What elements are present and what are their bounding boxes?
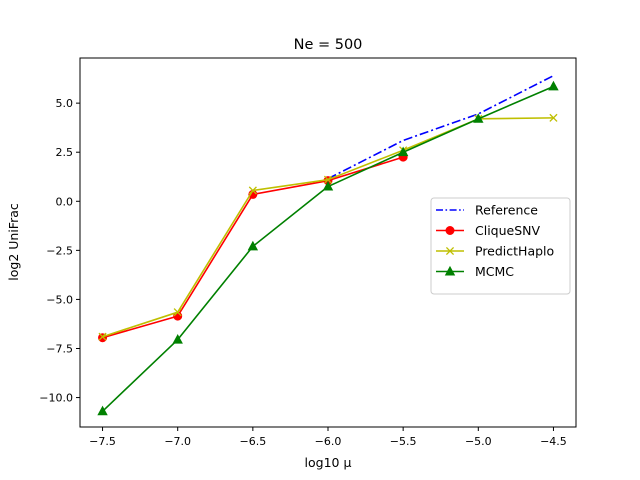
data-point-mcmc	[247, 240, 259, 251]
x-tick-label: −4.5	[540, 435, 567, 448]
y-tick-label: −7.5	[46, 342, 73, 355]
data-point-mcmc	[97, 405, 108, 416]
data-point-predicthaplo	[323, 175, 333, 184]
plot-area	[97, 74, 559, 416]
legend-marker-predicthaplo-stroke-b	[445, 246, 455, 256]
data-point-predicthaplo-stroke-b	[549, 113, 558, 122]
x-tick-label: −5.5	[390, 435, 417, 448]
y-tick-label: −2.5	[46, 244, 73, 257]
legend-marker-cliquesnv	[445, 226, 455, 235]
data-point-mcmc	[172, 334, 183, 344]
x-tick-label: −7.5	[89, 435, 116, 448]
data-point-predicthaplo-stroke-b	[248, 186, 257, 195]
series-line-reference	[327, 74, 554, 180]
y-axis-label: log2 UniFrac	[6, 203, 21, 281]
legend-label-cliquesnv: CliqueSNV	[475, 223, 541, 238]
data-point-cliquesnv	[98, 333, 108, 343]
plot-frame	[79, 57, 577, 428]
data-point-predicthaplo-stroke-b	[323, 175, 333, 184]
series-mcmc	[97, 80, 559, 416]
series-reference	[327, 74, 554, 180]
y-tick-label: −5.0	[46, 293, 73, 306]
y-tick-label: 5.0	[56, 97, 74, 110]
y-tick-label: 2.5	[56, 146, 74, 159]
data-point-mcmc	[397, 146, 409, 157]
y-tick-label: 0.0	[56, 195, 74, 208]
legend-label-reference: Reference	[475, 203, 538, 218]
legend-label-mcmc: MCMC	[475, 264, 514, 279]
data-point-mcmc	[473, 113, 484, 123]
legend-item-cliquesnv: CliqueSNV	[436, 223, 541, 238]
data-point-predicthaplo	[173, 308, 182, 317]
chart-title: Ne = 500	[294, 37, 363, 53]
legend-item-reference: Reference	[436, 203, 538, 218]
data-point-mcmc	[548, 80, 559, 91]
y-axis-ticks: −10.0 −7.5 −5.0 −2.5 0.0 2.5 5.0	[39, 97, 80, 405]
legend-marker-predicthaplo	[445, 246, 455, 256]
data-point-predicthaplo-stroke-b	[98, 332, 107, 341]
x-tick-label: −5.0	[465, 435, 492, 448]
data-point-predicthaplo	[248, 186, 257, 195]
legend-label-predicthaplo: PredictHaplo	[475, 244, 554, 259]
legend-item-mcmc: MCMC	[436, 264, 514, 279]
legend-item-predicthaplo: PredictHaplo	[436, 244, 554, 259]
x-axis-ticks: −7.5 −7.0 −6.5 −6.0 −5.5 −5.0 −4.5	[89, 427, 567, 448]
data-point-predicthaplo	[98, 332, 107, 341]
legend-box	[430, 197, 571, 295]
data-point-predicthaplo	[549, 113, 558, 122]
x-axis-label: log10 μ	[305, 455, 352, 470]
y-tick-label: −10.0	[39, 392, 73, 405]
data-point-predicthaplo-stroke-b	[173, 308, 182, 317]
data-point-mcmc	[322, 180, 334, 191]
x-tick-label: −6.5	[239, 435, 266, 448]
x-tick-label: −7.0	[164, 435, 191, 448]
legend: Reference CliqueSNV PredictHaplo MCMC	[430, 197, 571, 295]
x-tick-label: −6.0	[315, 435, 342, 448]
legend-marker-mcmc	[444, 265, 456, 276]
